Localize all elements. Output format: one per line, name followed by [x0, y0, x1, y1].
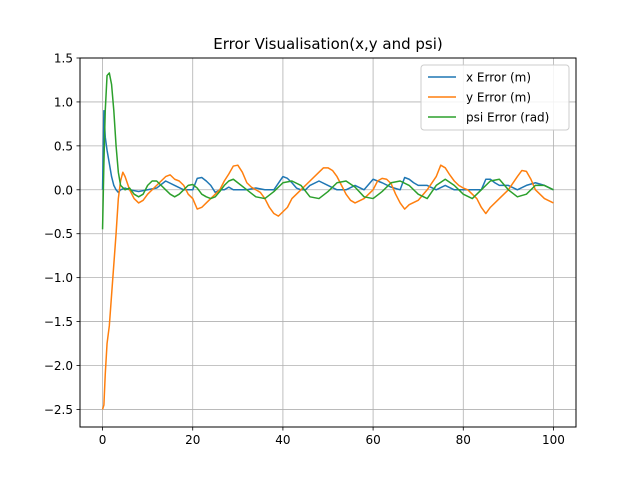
- legend-label: y Error (m): [466, 91, 531, 105]
- legend-label: psi Error (rad): [466, 111, 549, 125]
- legend-label: x Error (m): [466, 71, 531, 85]
- y-tick-label: 1.0: [54, 95, 73, 109]
- series-layer: [101, 72, 554, 410]
- axis-layer: 0 20 40 60 80 100 1.5 1.0 0.5 0.0 −0.5 −1.0 −1.5 −2.0…: [44, 52, 565, 448]
- chart-title: Error Visualisation(x,y and psi): [213, 35, 443, 53]
- legend: x Error (m) y Error (m) psi Error (rad): [420, 64, 570, 131]
- y-tick-label: −1.5: [44, 315, 73, 329]
- y-tick-label: −2.5: [44, 403, 73, 417]
- x-tick-label: 0: [99, 433, 107, 447]
- y-tick-label: −2.0: [44, 359, 73, 373]
- y-tick-label: 1.5: [54, 52, 73, 66]
- x-tick-label: 40: [275, 433, 290, 447]
- series-line-1: [101, 164, 554, 410]
- x-tick-label: 100: [542, 433, 565, 447]
- y-tick-label: 0.0: [54, 183, 73, 197]
- plot-frame: [79, 57, 577, 428]
- legend-box: [420, 64, 570, 131]
- grid-layer: [80, 57, 576, 427]
- series-line-2: [101, 72, 554, 230]
- y-tick-label: −1.0: [44, 271, 73, 285]
- x-tick-label: 80: [456, 433, 471, 447]
- x-tick-label: 60: [365, 433, 380, 447]
- y-tick-label: 0.5: [54, 139, 73, 153]
- x-tick-label: 20: [185, 433, 200, 447]
- y-tick-label: −0.5: [44, 227, 73, 241]
